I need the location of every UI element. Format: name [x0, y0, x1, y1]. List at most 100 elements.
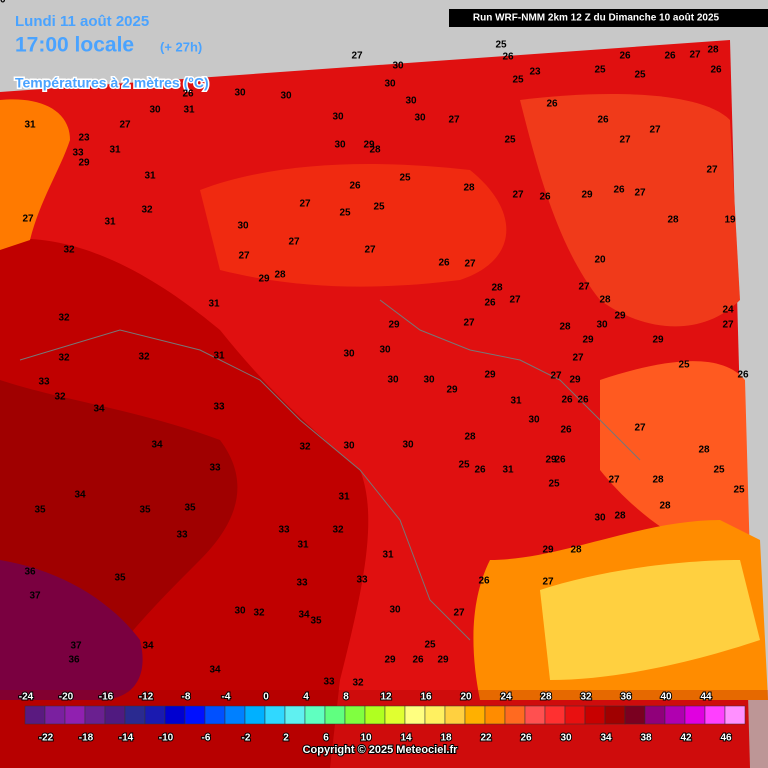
temperature-label: 30 — [392, 61, 404, 72]
colorbar-cell — [544, 705, 566, 725]
temperature-label: 30 — [402, 440, 414, 451]
temperature-label: 31 — [109, 145, 121, 156]
colorbar-label: 30 — [560, 733, 572, 744]
colorbar-label: 2 — [283, 733, 289, 744]
temperature-label: 33 — [176, 530, 188, 541]
colorbar-label: -24 — [19, 692, 34, 703]
colorbar-cell — [444, 705, 466, 725]
temperature-label: 26 — [560, 425, 572, 436]
temperature-label: 33 — [209, 463, 221, 474]
temperature-label: 20 — [0, 0, 6, 6]
temperature-label: 30 — [389, 605, 401, 616]
temperature-label: 31 — [297, 540, 309, 551]
temperature-label: 34 — [209, 665, 221, 676]
alpine-zone — [540, 560, 760, 680]
temperature-label: 34 — [298, 610, 310, 621]
mild-zone — [600, 361, 750, 560]
temperature-label: 32 — [58, 353, 70, 364]
temperature-label: 26 — [613, 185, 625, 196]
temperature-label: 35 — [114, 573, 126, 584]
colorbar-cell — [604, 705, 626, 725]
colorbar-cell — [464, 705, 486, 725]
temperature-label: 29 — [388, 320, 400, 331]
temperature-label: 25 — [594, 65, 606, 76]
colorbar-label: -20 — [59, 692, 74, 703]
temperature-label: 33 — [278, 525, 290, 536]
temperature-label: 30 — [280, 91, 292, 102]
colorbar-label: 46 — [720, 733, 732, 744]
temperature-label: 27 — [464, 259, 476, 270]
temperature-label: 25 — [634, 70, 646, 81]
colorbar-label: 34 — [600, 733, 612, 744]
temperature-label: 25 — [504, 135, 516, 146]
mild-zone — [200, 164, 507, 287]
colorbar-cell — [304, 705, 326, 725]
temperature-label: 37 — [70, 641, 82, 652]
temperature-label: 29 — [437, 655, 449, 666]
temperature-label: 31 — [502, 465, 514, 476]
temperature-label: 27 — [299, 199, 311, 210]
temperature-label: 26 — [412, 655, 424, 666]
temperature-label: 27 — [706, 165, 718, 176]
temperature-label: 29 — [363, 140, 375, 151]
temperature-label: 26 — [182, 89, 194, 100]
temperature-label: 32 — [299, 442, 311, 453]
temperature-label: 30 — [332, 112, 344, 123]
colorbar-label: 42 — [680, 733, 692, 744]
temperature-label: 27 — [619, 135, 631, 146]
temperature-label: 29 — [258, 274, 270, 285]
colorbar-label: -6 — [202, 733, 211, 744]
temperature-label: 27 — [463, 318, 475, 329]
temperature-label: 28 — [698, 445, 710, 456]
temperature-label: 26 — [478, 576, 490, 587]
temperature-label: 28 — [652, 475, 664, 486]
temperature-label: 26 — [710, 65, 722, 76]
temperature-label: 26 — [539, 192, 551, 203]
colorbar-label: 22 — [480, 733, 492, 744]
temperature-label: 30 — [594, 513, 606, 524]
temperature-label: 31 — [338, 492, 350, 503]
temperature-label: 30 — [237, 221, 249, 232]
colorbar-label: -16 — [99, 692, 114, 703]
colorbar-cell — [664, 705, 686, 725]
temperature-label: 26 — [474, 465, 486, 476]
temperature-label: 33 — [296, 578, 308, 589]
temperature-label: 28 — [559, 322, 571, 333]
colorbar: -24 -20 -16 -12 -8 -4 0 4 8 12 16 20 24 28 32 36 40 44-22… — [18, 691, 746, 745]
temperature-label: 27 — [238, 251, 250, 262]
temperature-label: 32 — [138, 352, 150, 363]
temperature-label: 27 — [364, 245, 376, 256]
temperature-label: 34 — [93, 404, 105, 415]
colorbar-cell — [324, 705, 346, 725]
temperature-label: 30 — [379, 345, 391, 356]
temperature-label: 30 — [234, 88, 246, 99]
colorbar-label: 18 — [440, 733, 452, 744]
temperature-label: 27 — [512, 190, 524, 201]
temperature-label: 29 — [545, 455, 557, 466]
temperature-label: 25 — [339, 208, 351, 219]
temperature-label: 30 — [387, 375, 399, 386]
temperature-label: 32 — [253, 608, 265, 619]
temperature-label: 30 — [234, 606, 246, 617]
colorbar-label: 38 — [640, 733, 652, 744]
time: 17:00 locale — [15, 34, 134, 57]
temperature-label: 32 — [58, 313, 70, 324]
temperature-label: 23 — [529, 67, 541, 78]
colorbar-label: 28 — [540, 692, 552, 703]
date: Lundi 11 août 2025 — [15, 13, 149, 30]
temperature-label: 27 — [634, 188, 646, 199]
colorbar-cell — [64, 705, 86, 725]
colorbar-label: -4 — [222, 692, 231, 703]
temperature-label: 30 — [343, 441, 355, 452]
temperature-label: 27 — [22, 214, 34, 225]
temperature-label: 25 — [424, 640, 436, 651]
colorbar-cell — [344, 705, 366, 725]
temperature-label: 29 — [384, 655, 396, 666]
legend-backdrop — [0, 690, 768, 768]
temperature-label: 29 — [484, 370, 496, 381]
temperature-label: 29 — [569, 375, 581, 386]
temperature-label: 26 — [597, 115, 609, 126]
temperature-label: 27 — [509, 295, 521, 306]
temperature-label: 25 — [713, 465, 725, 476]
temperature-label: 33 — [213, 402, 225, 413]
